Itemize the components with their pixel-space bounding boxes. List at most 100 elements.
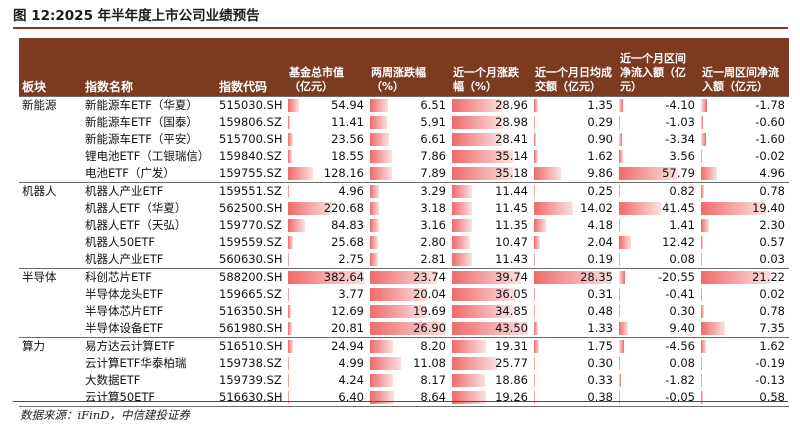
two-week-cell: 6.51 <box>368 96 450 114</box>
one-month-cell: 43.50 <box>450 320 532 338</box>
header-one-month-change: 近一个月涨跌幅（%） <box>450 38 532 97</box>
table-row: 云计算ETF华泰柏瑞 159738.SZ 4.99 11.08 25.77 0.30 0.0… <box>19 355 789 372</box>
sector-cell <box>19 355 82 372</box>
daily-volume-databar <box>534 271 612 284</box>
one-month-value: 19.26 <box>495 390 528 404</box>
one-month-databar <box>452 253 472 266</box>
aum-databar <box>288 185 289 198</box>
week-inflow-databar <box>701 374 702 387</box>
month-inflow-cell: 3.56 <box>617 148 699 165</box>
month-inflow-cell: 0.08 <box>617 355 699 372</box>
daily-volume-value: 9.86 <box>587 166 613 180</box>
week-inflow-databar <box>701 116 703 129</box>
aum-databar <box>288 374 289 387</box>
index-code-cell: 562500.SH <box>219 201 283 215</box>
sector-cell <box>19 131 82 148</box>
one-month-cell: 19.31 <box>450 337 532 355</box>
week-inflow-databar <box>701 133 707 146</box>
two-week-value: 23.74 <box>413 270 446 284</box>
sector-cell: 机器人 <box>19 182 82 200</box>
aum-databar <box>288 253 289 266</box>
two-week-databar <box>370 133 389 146</box>
table-row: 机器人产业ETF 560630.SH 2.75 2.81 11.43 0.19 0.08 0.… <box>19 251 789 269</box>
index-name-cell: 电池ETF（广发） <box>85 166 175 180</box>
index-name-cell: 半导体芯片ETF <box>85 304 164 318</box>
one-month-value: 19.31 <box>495 339 528 353</box>
aum-databar <box>288 133 293 146</box>
daily-volume-value: 28.35 <box>580 270 613 284</box>
one-month-value: 43.50 <box>495 321 528 335</box>
daily-volume-cell: 0.33 <box>532 372 617 389</box>
one-month-value: 11.44 <box>495 184 528 198</box>
one-month-databar <box>452 202 472 215</box>
aum-cell: 220.68 <box>286 200 368 217</box>
table-row: 机器人ETF（天弘） 159770.SZ 84.83 3.16 11.35 4.18 1.4… <box>19 217 789 234</box>
one-month-value: 18.86 <box>495 373 528 387</box>
week-inflow-databar <box>701 219 709 232</box>
two-week-databar <box>370 185 380 198</box>
one-month-databar <box>452 288 515 301</box>
aum-cell: 54.94 <box>286 96 368 114</box>
week-inflow-value: 21.22 <box>752 270 785 284</box>
two-week-value: 6.51 <box>420 98 446 112</box>
two-week-databar <box>370 340 394 353</box>
week-inflow-value: 0.57 <box>759 235 785 249</box>
two-week-value: 8.17 <box>420 373 446 387</box>
week-inflow-value: -0.02 <box>755 149 785 163</box>
aum-cell: 84.83 <box>286 217 368 234</box>
one-month-databar <box>452 167 514 180</box>
week-inflow-value: -1.78 <box>755 98 785 112</box>
two-week-value: 11.08 <box>413 356 446 370</box>
daily-volume-cell: 4.18 <box>532 217 617 234</box>
header-week-net-inflow: 近一周区间净流入额（亿元） <box>699 38 789 97</box>
etf-table-container: 板块 指数名称 指数代码 基金总市值（亿元） 两周涨跌幅（%） 近一个月涨跌幅（… <box>19 38 789 407</box>
one-month-value: 11.43 <box>495 252 528 266</box>
month-inflow-value: 41.45 <box>662 201 695 215</box>
two-week-cell: 20.04 <box>368 286 450 303</box>
daily-volume-cell: 28.35 <box>532 268 617 286</box>
table-row: 新能源车ETF（平安） 515700.SH 23.56 6.61 28.41 0.90 -3… <box>19 131 789 148</box>
table-row: 锂电池ETF（工银瑞信） 159840.SZ 18.55 7.86 35.14 1.62 3… <box>19 148 789 165</box>
index-code-cell: 159559.SZ <box>219 235 282 249</box>
week-inflow-value: -0.19 <box>755 356 785 370</box>
one-month-databar <box>452 340 486 353</box>
index-name-cell: 云计算50ETF <box>82 389 216 407</box>
aum-value: 6.40 <box>338 390 364 404</box>
two-week-value: 2.81 <box>420 252 446 266</box>
aum-cell: 4.99 <box>286 355 368 372</box>
index-code-cell: 516630.SH <box>216 389 286 407</box>
aum-value: 11.41 <box>331 115 364 129</box>
two-week-cell: 2.80 <box>368 234 450 251</box>
one-month-databar <box>452 150 514 163</box>
daily-volume-databar <box>534 150 539 163</box>
month-inflow-databar <box>619 185 620 198</box>
one-month-cell: 28.96 <box>450 96 532 114</box>
sector-cell <box>19 372 82 389</box>
one-month-cell: 11.35 <box>450 217 532 234</box>
one-month-databar <box>452 391 486 404</box>
two-week-cell: 8.20 <box>368 337 450 355</box>
index-code-cell: 159840.SZ <box>219 149 282 163</box>
daily-volume-cell: 0.29 <box>532 114 617 131</box>
two-week-value: 7.86 <box>420 149 446 163</box>
sector-cell: 新能源 <box>19 96 82 114</box>
month-inflow-cell: 41.45 <box>617 200 699 217</box>
month-inflow-databar <box>619 167 677 180</box>
sector-cell <box>19 148 82 165</box>
week-inflow-value: 19.40 <box>752 201 785 215</box>
header-two-week-change: 两周涨跌幅（%） <box>368 38 450 97</box>
week-inflow-cell: 7.35 <box>699 320 789 338</box>
week-inflow-cell: 1.62 <box>699 337 789 355</box>
month-inflow-cell: 12.42 <box>617 234 699 251</box>
month-inflow-cell: 0.08 <box>617 251 699 269</box>
daily-volume-databar <box>534 99 538 112</box>
sector-cell <box>19 389 82 407</box>
aum-cell: 24.94 <box>286 337 368 355</box>
two-week-value: 8.64 <box>420 390 446 404</box>
index-code-cell: 159551.SZ <box>216 182 286 200</box>
index-code-cell: 159770.SZ <box>219 218 282 232</box>
week-inflow-databar <box>701 305 704 318</box>
two-week-value: 3.16 <box>420 218 446 232</box>
week-inflow-databar <box>701 391 703 404</box>
two-week-databar <box>370 374 394 387</box>
